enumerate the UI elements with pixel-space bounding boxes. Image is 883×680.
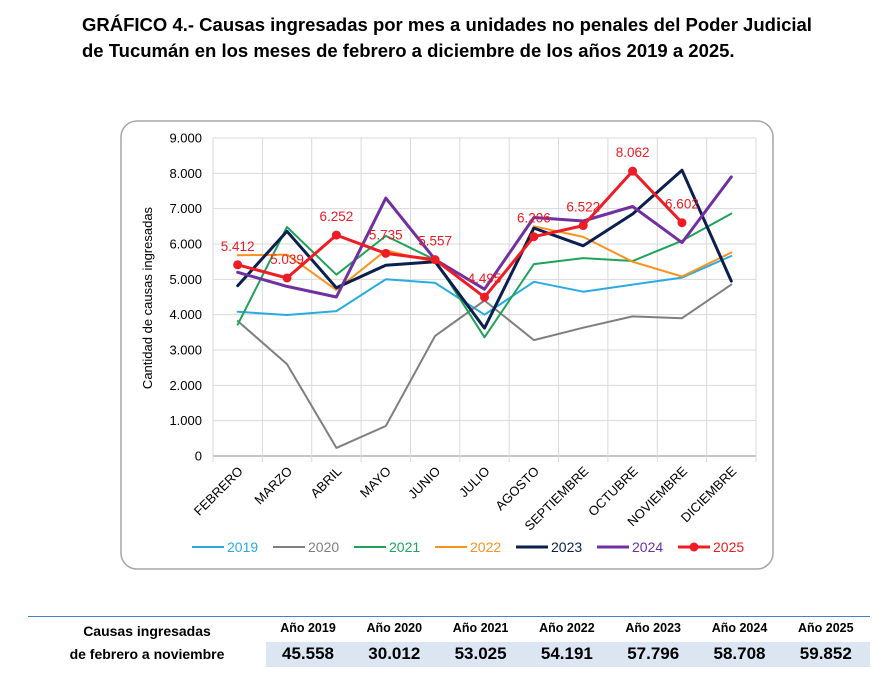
y-axis-label: Cantidad de causas ingresadas: [140, 206, 155, 389]
point-2025-junio: [430, 255, 440, 265]
point-2025-mayo: [381, 248, 391, 258]
legend-item-2024: 2024: [597, 539, 663, 555]
summary-year-header: Año 2021: [452, 621, 509, 635]
legend-item-2025: 2025: [678, 539, 744, 555]
point-2025-noviembre: [677, 218, 687, 228]
y-tick-label: 9.000: [169, 131, 202, 146]
point-2025-agosto: [529, 232, 539, 242]
summary-year-value: 54.191: [540, 644, 593, 663]
data-label-2025: 5.735: [369, 227, 403, 242]
summary-year-value: 53.025: [454, 644, 507, 663]
y-tick-label: 6.000: [169, 237, 202, 252]
legend-label-2022: 2022: [470, 539, 501, 555]
legend-label-2024: 2024: [632, 539, 663, 555]
y-tick-label: 8.000: [169, 166, 202, 181]
legend-label-2019: 2019: [227, 539, 258, 555]
data-label-2025: 6.206: [517, 211, 551, 226]
point-2025-abril: [331, 230, 341, 240]
y-tick-label: 4.000: [169, 307, 202, 322]
summary-year-header: Año 2024: [711, 621, 768, 635]
line-chart: Cantidad de causas ingresadas 0 1.000 2.00…: [120, 120, 774, 570]
data-label-2025: 5.557: [418, 234, 452, 249]
data-label-2025: 6.522: [566, 200, 600, 215]
series-line-2019: [236, 255, 733, 316]
summary-year-header: Año 2020: [366, 621, 423, 635]
summary-year-header: Año 2022: [539, 621, 595, 635]
data-label-2025: 5.412: [221, 239, 255, 254]
summary-values-band: [266, 642, 870, 667]
series-line-2024: [236, 175, 733, 299]
data-label-2025: 8.062: [616, 145, 650, 160]
legend-label-2020: 2020: [308, 539, 339, 555]
legend-item-2021: 2021: [354, 539, 420, 555]
legend-item-2022: 2022: [435, 539, 501, 555]
summary-row-label-line1: Causas ingresadas: [83, 623, 211, 639]
point-2025-octubre: [628, 166, 638, 176]
y-tick-label: 7.000: [169, 201, 202, 216]
data-label-2025: 6.252: [320, 209, 354, 224]
summary-year-value: 57.796: [627, 644, 680, 663]
summary-row-label-line2: de febrero a noviembre: [69, 646, 225, 662]
point-2025-febrero: [233, 260, 243, 270]
series-line-2023: [236, 168, 733, 330]
legend-label-2023: 2023: [551, 539, 582, 555]
legend-marker-2025: [689, 542, 699, 552]
y-tick-label: 0: [195, 449, 202, 464]
series-line-2021: [236, 212, 733, 339]
series-line-2025: [236, 169, 684, 299]
point-2025-julio: [480, 292, 489, 302]
data-label-2025: 4.495: [468, 271, 502, 286]
summary-table: Causas ingresadas de febrero a noviembre…: [28, 616, 870, 669]
chart-title: GRÁFICO 4.- Causas ingresadas por mes a …: [82, 14, 812, 61]
y-tick-label: 1.000: [169, 413, 202, 428]
legend-label-2025: 2025: [713, 539, 744, 555]
legend-item-2019: 2019: [192, 539, 258, 555]
legend-item-2023: 2023: [516, 539, 582, 555]
summary-year-value: 30.012: [368, 644, 421, 663]
y-tick-label: 3.000: [169, 343, 202, 358]
y-tick-label: 5.000: [169, 272, 202, 287]
legend-label-2021: 2021: [389, 539, 420, 555]
summary-year-value: 45.558: [282, 644, 334, 663]
point-2025-septiembre: [578, 221, 588, 231]
summary-year-header: Año 2023: [625, 621, 681, 635]
summary-year-value: 58.708: [713, 644, 766, 663]
legend-item-2020: 2020: [273, 539, 339, 555]
y-tick-label: 2.000: [169, 378, 202, 393]
summary-year-header: Año 2019: [280, 621, 336, 635]
data-label-2025: 5.039: [270, 252, 304, 267]
data-label-2025: 6.602: [665, 197, 699, 212]
chart-frame: [120, 120, 774, 570]
point-2025-marzo: [282, 273, 292, 283]
summary-year-value: 59.852: [799, 644, 852, 663]
summary-year-header: Año 2025: [798, 621, 854, 635]
